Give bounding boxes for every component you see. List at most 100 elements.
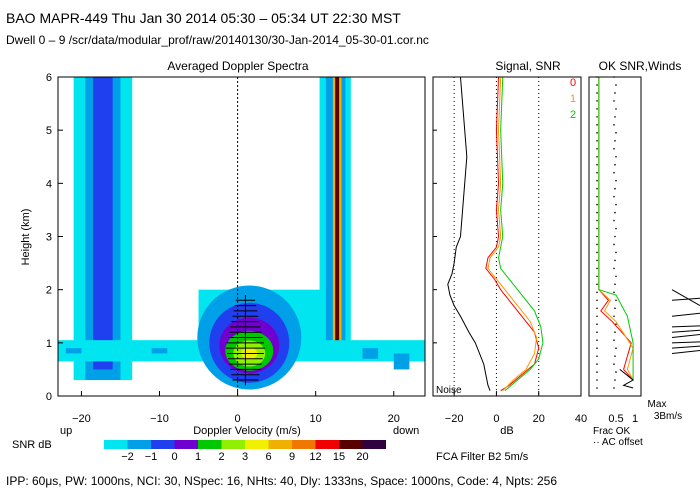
ok-snr-panel: OK SNR,Winds 012 0.5 1 Frac OK ·· AC offs… [570, 59, 681, 448]
ac-offset-dot [596, 371, 598, 373]
ac-offset-dot [596, 84, 598, 86]
ac-offset-dot [596, 259, 598, 262]
ac-offset-dot [613, 147, 615, 150]
ac-offset-dot [615, 371, 617, 373]
colorbar-swatch [292, 440, 316, 449]
wind-max-label: Max [648, 399, 667, 410]
x-tick-label: 10 [310, 413, 322, 425]
ac-offset-dot [596, 140, 598, 142]
ac-offset-dot [596, 163, 598, 166]
colorbar-swatch [104, 440, 128, 449]
ac-offset-dot [596, 203, 598, 206]
header-file-path: Dwell 0 – 9 /scr/data/modular_prof/raw/2… [6, 33, 429, 47]
colorbar-tick-label: −2 [121, 451, 134, 463]
colorbar-label: SNR dB [12, 439, 52, 451]
y-axis-label: Height (km) [20, 209, 32, 266]
frac-ok-black-line [619, 369, 634, 389]
colorbar-swatch [315, 440, 339, 449]
ac-offset-dot [613, 315, 615, 318]
ac-offset-dot [615, 203, 617, 206]
wind-max-value: 3Bm/s [654, 411, 682, 422]
colorbar-tick-label: −1 [145, 451, 158, 463]
ac-offset-dot [613, 219, 615, 222]
ac-offset-dot [614, 259, 616, 262]
wind-barb [671, 325, 700, 328]
x-tick-label: 1 [632, 413, 638, 425]
ok-snr-frame [588, 76, 642, 397]
x-tick-label: 20 [388, 413, 400, 425]
y-tick-label: 6 [46, 72, 52, 84]
ac-offset-dot [596, 179, 598, 182]
wind-barb [671, 289, 700, 307]
ac-offset-dot [613, 339, 615, 341]
ac-offset-dot [614, 331, 616, 334]
ok-snr-lines [598, 77, 634, 389]
spectra-title: Averaged Doppler Spectra [167, 59, 309, 73]
x-tick-label: −20 [445, 413, 464, 425]
x-tick-label: 0 [493, 413, 499, 425]
wind-barb [671, 345, 700, 349]
ac-offset-dot [614, 235, 616, 238]
ac-offset-dot [614, 355, 616, 357]
ac-offset-dot [596, 211, 598, 214]
ac-offset-dot [596, 355, 598, 357]
ac-offset-dot [596, 100, 598, 102]
ac-offset-dot [596, 195, 598, 198]
frac-ok-line [598, 77, 634, 381]
ac-offset-dot [596, 387, 598, 389]
x-tick-label: −10 [150, 413, 169, 425]
ac-offset-label: ·· AC offset [593, 437, 643, 448]
ac-offset-dot [614, 140, 616, 142]
ac-offset-dot [596, 108, 598, 110]
signal-snr-axes: −20 0 20 40 [433, 76, 587, 425]
footer-params: IPP: 60μs, PW: 1000ns, NCI: 30, NSpec: 1… [6, 474, 557, 488]
ac-offset-dot [596, 155, 598, 158]
db-label: dB [500, 425, 513, 437]
spectra-heatmap [58, 77, 425, 390]
colorbar-tick-label: 9 [289, 451, 295, 463]
ac-offset-dot [614, 379, 616, 381]
ac-offset-dot [596, 92, 598, 94]
filter-label: FCA Filter B2 5m/s [436, 451, 529, 463]
colorbar-tick-label: 15 [333, 451, 345, 463]
ac-offset-dot [596, 116, 598, 118]
wind-barb [671, 312, 700, 317]
signal-snr-frame [432, 76, 582, 397]
y-tick-label: 4 [46, 178, 52, 190]
ac-offset-dot [596, 323, 598, 326]
ac-offset-dot [613, 387, 615, 389]
colorbar-tick-label: 20 [356, 451, 368, 463]
colorbar-swatch [221, 440, 245, 449]
ac-offset-dot [596, 235, 598, 238]
ac-offset-dot [615, 108, 617, 110]
ac-offset-dot [596, 339, 598, 341]
ac-offset-dot [615, 84, 617, 86]
ac-offset-dot [615, 179, 617, 182]
legend-entry: 1 [570, 93, 576, 105]
x-tick-label: −20 [72, 413, 91, 425]
band-left-core [93, 77, 113, 370]
colorbar-swatch [245, 440, 269, 449]
colorbar-tick-label: 2 [218, 451, 224, 463]
ac-offset-dot [596, 171, 598, 174]
spectra-axes: −20 −10 0 10 20 0 1 2 3 4 5 6 [46, 72, 400, 425]
ok-snr-title: OK SNR,Winds [599, 59, 682, 73]
signal-snr-lines [447, 77, 544, 392]
wind-barb [671, 329, 700, 333]
ac-offset-dot [614, 116, 616, 118]
ac-offset-dot [596, 147, 598, 150]
colorbar-tick-label: 1 [195, 451, 201, 463]
ac-offset-dot [596, 251, 598, 254]
ac-offset-dot [596, 243, 598, 246]
signal-snr-title: Signal, SNR [495, 59, 561, 73]
ac-offset-dot [613, 195, 615, 198]
legend-entry: 2 [570, 109, 576, 121]
series-line [447, 77, 491, 391]
ok-snr-legend: 0 1 2 [570, 77, 576, 121]
wind-barb [671, 349, 700, 354]
x-axis-label: Doppler Velocity (m/s) [193, 425, 301, 437]
x-right-label: down [393, 425, 419, 437]
ac-offset-dot [614, 163, 616, 166]
frac-ok-label: Frac OK [593, 426, 631, 437]
echo-patch [393, 353, 410, 370]
